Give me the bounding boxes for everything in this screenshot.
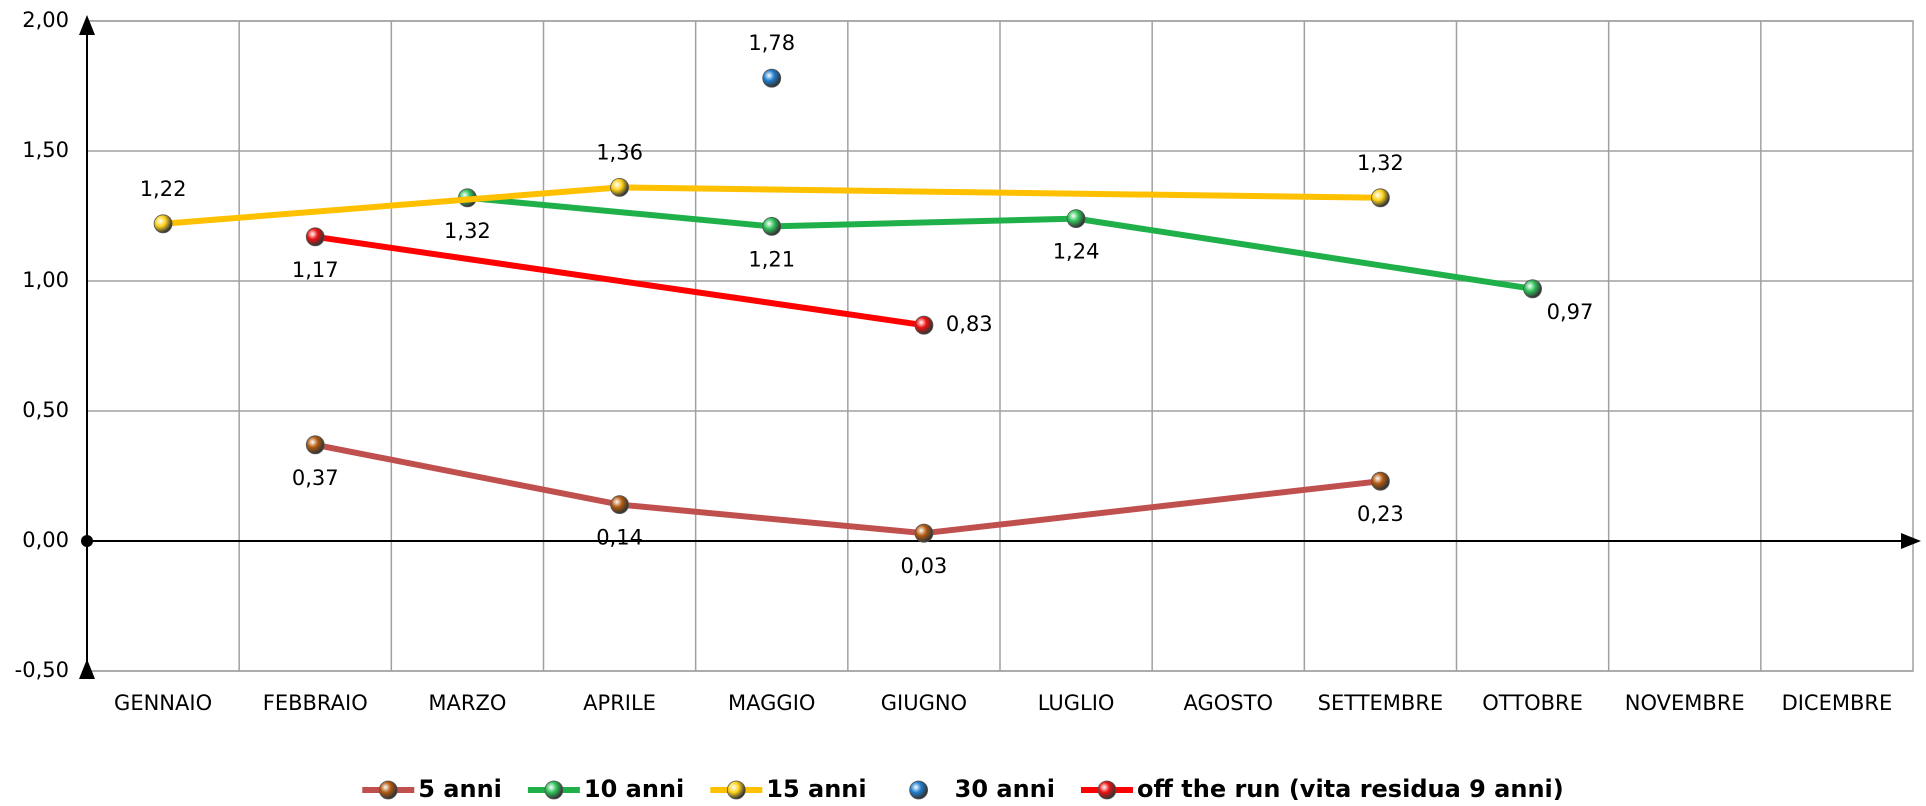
data-label: 1,22 [140, 177, 187, 201]
legend-marker [909, 780, 929, 800]
data-point [1371, 471, 1390, 491]
legend-marker [378, 780, 398, 800]
data-point [914, 523, 934, 543]
legend-marker [1097, 780, 1117, 800]
legend-label: 10 anni [584, 775, 684, 803]
x-tick-label: NOVEMBRE [1625, 691, 1745, 715]
data-point [914, 315, 934, 335]
data-label: 1,32 [444, 219, 491, 243]
y-tick-label: 1,50 [22, 138, 69, 162]
series-line [160, 184, 623, 227]
legend: 5 anni 10 anni 15 anni 30 anni off the run (… [362, 775, 1564, 803]
data-label: 1,21 [748, 247, 795, 271]
x-tick-label: GENNAIO [114, 691, 212, 715]
data-point [1523, 279, 1542, 299]
data-point [153, 214, 173, 234]
data-point [762, 216, 782, 236]
data-label: 0,97 [1547, 300, 1594, 324]
data-label: 0,37 [292, 466, 339, 490]
data-label: 1,32 [1357, 151, 1404, 175]
data-point [610, 495, 629, 515]
origin-dot [81, 535, 93, 547]
data-point [1371, 188, 1390, 208]
data-label: 0,23 [1357, 502, 1404, 526]
data-label: 1,36 [596, 140, 643, 164]
x-tick-label: DICEMBRE [1782, 691, 1893, 715]
data-label: 0,83 [946, 312, 993, 336]
series-line [464, 194, 775, 230]
data-point [610, 177, 629, 197]
y-tick-label: 0,50 [22, 398, 69, 422]
legend-label: off the run (vita residua 9 anni) [1137, 775, 1564, 803]
x-tick-label: APRILE [583, 691, 656, 715]
series-line [1073, 215, 1536, 292]
series-line [312, 441, 623, 508]
legend-marker [544, 780, 564, 800]
x-tick-label: LUGLIO [1038, 691, 1115, 715]
series-line [768, 215, 1080, 230]
legend-label: 15 anni [766, 775, 866, 803]
data-point [305, 435, 325, 455]
x-tick-label: MAGGIO [728, 691, 815, 715]
data-point [1066, 209, 1086, 229]
series-line [616, 501, 927, 537]
series-line [920, 478, 1384, 537]
y-tick-label: 2,00 [22, 8, 69, 32]
series-line [616, 184, 1384, 201]
data-label: 1,24 [1053, 240, 1100, 264]
series-line [312, 233, 927, 329]
x-tick-label: GIUGNO [881, 691, 967, 715]
y-tick-label: 1,00 [22, 268, 69, 292]
legend-marker [726, 780, 746, 800]
y-tick-label: -0,50 [15, 658, 69, 682]
data-label: 0,14 [596, 526, 643, 550]
data-label: 1,78 [748, 31, 795, 55]
data-label: 0,03 [901, 554, 948, 578]
legend-label: 30 anni [955, 775, 1055, 803]
legend-label: 5 anni [418, 775, 502, 803]
y-tick-label: 0,00 [22, 528, 69, 552]
x-tick-label: FEBBRAIO [263, 691, 368, 715]
x-tick-label: OTTOBRE [1482, 691, 1583, 715]
data-point [305, 227, 325, 247]
x-tick-label: MARZO [428, 691, 506, 715]
data-point [762, 68, 782, 88]
x-tick-label: SETTEMBRE [1318, 691, 1444, 715]
data-label: 1,17 [292, 258, 339, 282]
x-tick-label: AGOSTO [1184, 691, 1274, 715]
